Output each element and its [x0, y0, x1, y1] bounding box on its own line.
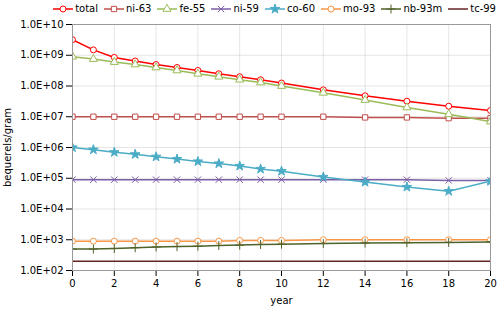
svg-text:1.0E+03: 1.0E+03 [20, 234, 63, 245]
svg-text:10: 10 [275, 278, 288, 289]
html-text:ni-59: ni-59 [233, 3, 259, 14]
svg-text:8: 8 [237, 278, 243, 289]
svg-text:1.0E+08: 1.0E+08 [20, 80, 63, 91]
html-text:fe-55: fe-55 [179, 3, 206, 14]
svg-text:1.0E+05: 1.0E+05 [20, 172, 63, 183]
svg-text:20: 20 [484, 278, 497, 289]
svg-text:1.0E+04: 1.0E+04 [20, 203, 63, 214]
svg-text:4: 4 [153, 278, 159, 289]
svg-text:1.0E+06: 1.0E+06 [20, 142, 63, 153]
svg-text:bequerels/gram: bequerels/gram [2, 108, 13, 187]
html-text:co-60: co-60 [286, 3, 316, 14]
svg-text:18: 18 [442, 278, 455, 289]
svg-text:year: year [270, 295, 293, 306]
svg-text:1.0E+02: 1.0E+02 [20, 265, 63, 276]
svg-text:1.0E+10: 1.0E+10 [20, 19, 63, 30]
svg-text:12: 12 [317, 278, 330, 289]
svg-text:0: 0 [69, 278, 75, 289]
svg-text:1.0E+09: 1.0E+09 [20, 49, 63, 60]
html-text:mo-93: mo-93 [343, 3, 376, 14]
html-text:total: total [75, 3, 98, 14]
svg-text:2: 2 [111, 278, 117, 289]
html-text:nb-93m: nb-93m [403, 3, 443, 14]
svg-text:1.0E+07: 1.0E+07 [20, 111, 63, 122]
svg-text:14: 14 [359, 278, 372, 289]
html-text:ni-63: ni-63 [126, 3, 152, 14]
svg-text:6: 6 [195, 278, 201, 289]
svg-text:16: 16 [401, 278, 414, 289]
html-text:tc-99: tc-99 [470, 3, 496, 14]
